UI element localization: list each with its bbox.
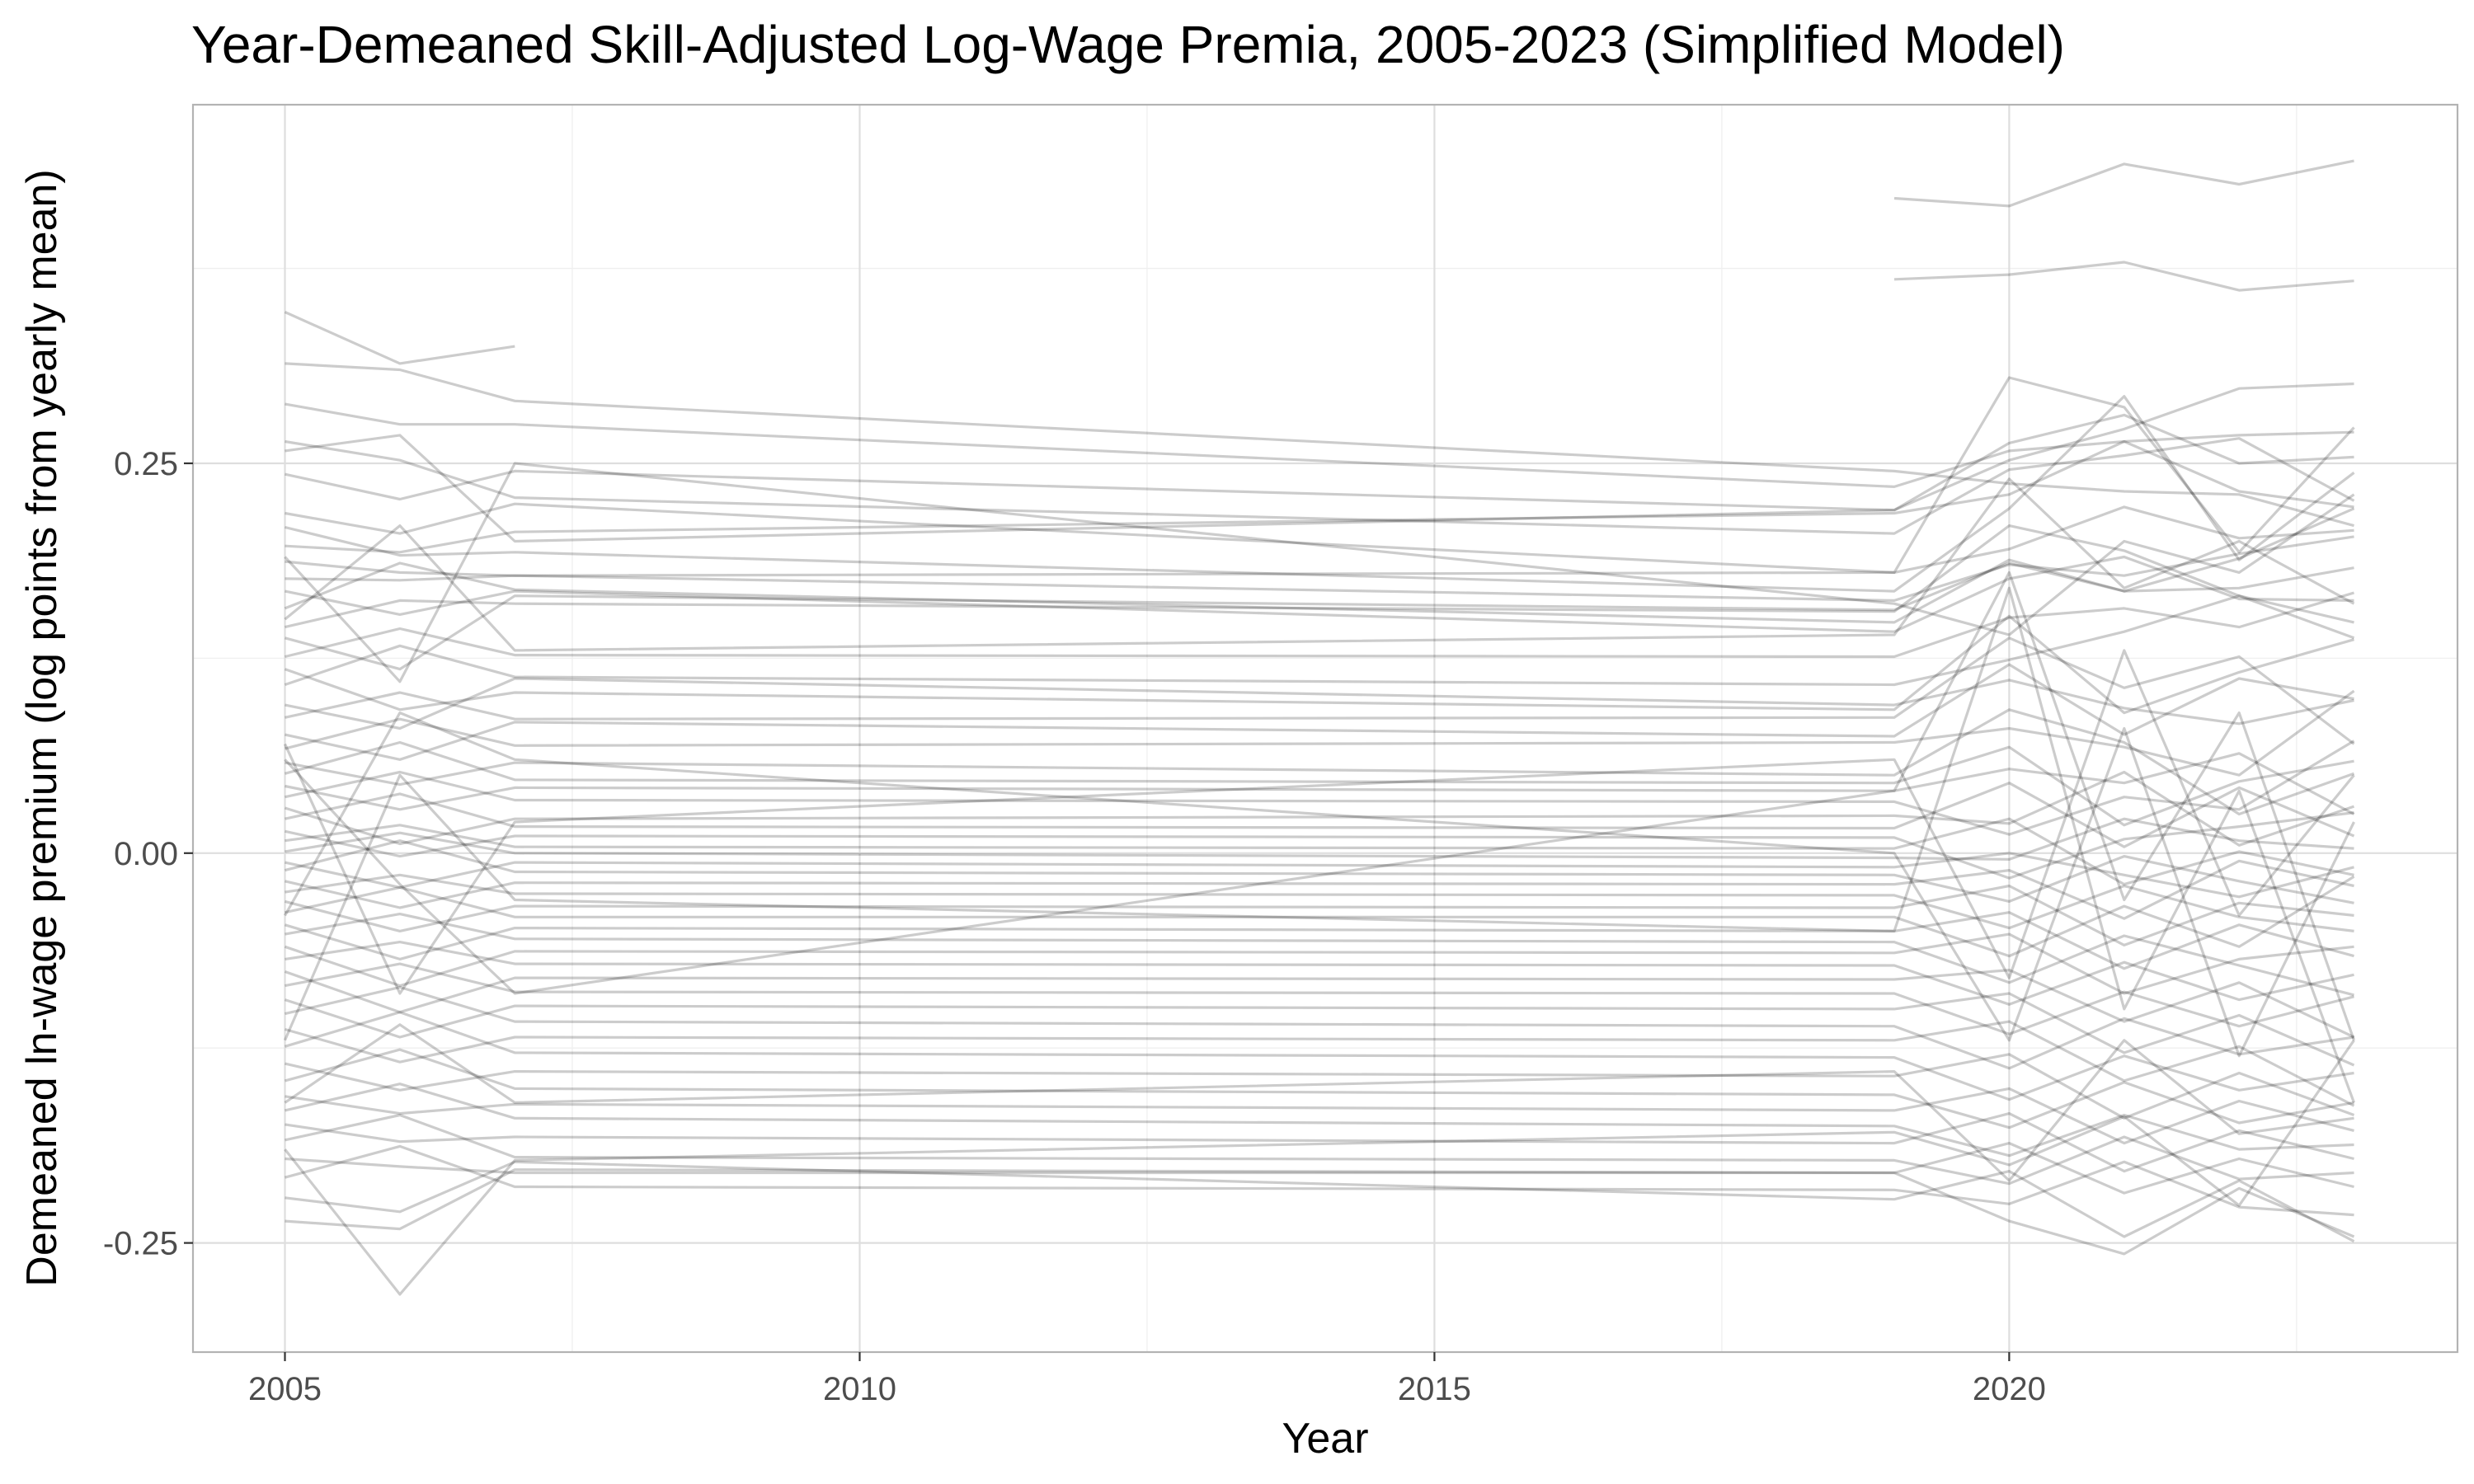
series-line-59 — [285, 1168, 2355, 1256]
series-line-40 — [285, 911, 2354, 970]
series-line-11 — [285, 439, 2354, 554]
series-line-38 — [285, 884, 2354, 946]
series-line-55 — [285, 1113, 2354, 1186]
series-line-20 — [284, 594, 2354, 687]
series-lines — [284, 159, 2356, 1296]
series-line-62 — [284, 571, 2356, 1041]
series-line-18 — [285, 591, 2354, 659]
series-line-60 — [284, 1039, 2355, 1296]
x-tick-label: 2010 — [823, 1371, 896, 1407]
series-line-65 — [284, 711, 2355, 1058]
series-line-61 — [284, 1023, 2354, 1182]
series-line-25 — [285, 708, 2355, 816]
series-line-15 — [284, 558, 2354, 624]
series-line-32 — [285, 817, 2354, 886]
series-line-2 — [1893, 261, 2354, 292]
series-line-14 — [285, 555, 2354, 633]
series-line-4 — [285, 362, 2354, 528]
series-line-56 — [285, 1142, 2354, 1195]
series-line-66 — [284, 462, 2355, 683]
series-line-39 — [285, 875, 2355, 958]
series-line-28 — [285, 740, 2355, 836]
series-line-51 — [285, 1048, 2354, 1129]
series-line-7 — [285, 382, 2354, 543]
gridlines — [193, 105, 2458, 1352]
series-line-34 — [285, 852, 2354, 899]
series-line-26 — [285, 740, 2354, 827]
y-tick-label: 0.25 — [114, 446, 178, 482]
y-tick-label: -0.25 — [103, 1226, 178, 1262]
series-line-41 — [285, 913, 2354, 997]
series-line-44 — [284, 969, 2355, 1039]
series-line-27 — [285, 752, 2355, 815]
chart-title: Year-Demeaned Skill-Adjusted Log-Wage Pr… — [191, 15, 2065, 74]
series-line-16 — [285, 524, 2355, 640]
series-line-54 — [285, 1112, 2354, 1173]
series-line-43 — [285, 941, 2354, 1006]
series-line-57 — [285, 1144, 2354, 1217]
series-line-37 — [285, 873, 2354, 932]
series-line-3 — [284, 311, 515, 365]
series-line-30 — [285, 782, 2355, 848]
series-line-29 — [285, 770, 2355, 847]
series-line-10 — [285, 395, 2355, 593]
series-line-12 — [285, 505, 2354, 577]
series-line-5 — [285, 402, 2354, 488]
series-line-9 — [285, 376, 2355, 574]
series-line-1 — [1893, 159, 2354, 208]
series-line-21 — [285, 677, 2354, 730]
series-line-63 — [284, 586, 2356, 1103]
series-line-67 — [284, 477, 2355, 652]
x-tick-label: 2020 — [1973, 1371, 2046, 1407]
y-tick-label: 0.00 — [114, 836, 178, 872]
series-line-17 — [285, 507, 2355, 671]
x-tick-label: 2005 — [248, 1371, 322, 1407]
plot-panel-border — [191, 103, 2459, 1354]
series-line-36 — [285, 859, 2354, 920]
x-axis-title: Year — [1282, 1415, 1368, 1463]
y-axis-title: Demeaned ln-wage premium (log points fro… — [18, 169, 66, 1286]
series-line-47 — [285, 985, 2354, 1070]
series-line-24 — [285, 689, 2355, 777]
series-line-42 — [284, 932, 2354, 995]
series-line-31 — [285, 811, 2354, 880]
series-line-64 — [284, 649, 2355, 995]
series-line-22 — [285, 636, 2355, 745]
series-line-50 — [285, 1053, 2355, 1120]
series-line-48 — [285, 1020, 2355, 1107]
series-line-58 — [285, 1160, 2355, 1243]
series-line-53 — [285, 1082, 2354, 1158]
series-line-8 — [285, 413, 2354, 512]
x-tick-label: 2015 — [1398, 1371, 1471, 1407]
series-line-23 — [285, 663, 2354, 761]
series-line-49 — [285, 1011, 2354, 1101]
series-line-46 — [285, 992, 2355, 1067]
axis-ticks: 2005 2010 2015 2020 -0.25 0.00 0.25 — [103, 446, 2046, 1407]
series-line-35 — [285, 839, 2354, 904]
series-line-33 — [285, 817, 2354, 861]
series-line-13 — [285, 535, 2354, 602]
series-line-6 — [285, 437, 2355, 535]
series-line-19 — [284, 614, 2354, 715]
series-line-52 — [285, 1087, 2354, 1145]
series-line-45 — [285, 962, 2354, 1036]
